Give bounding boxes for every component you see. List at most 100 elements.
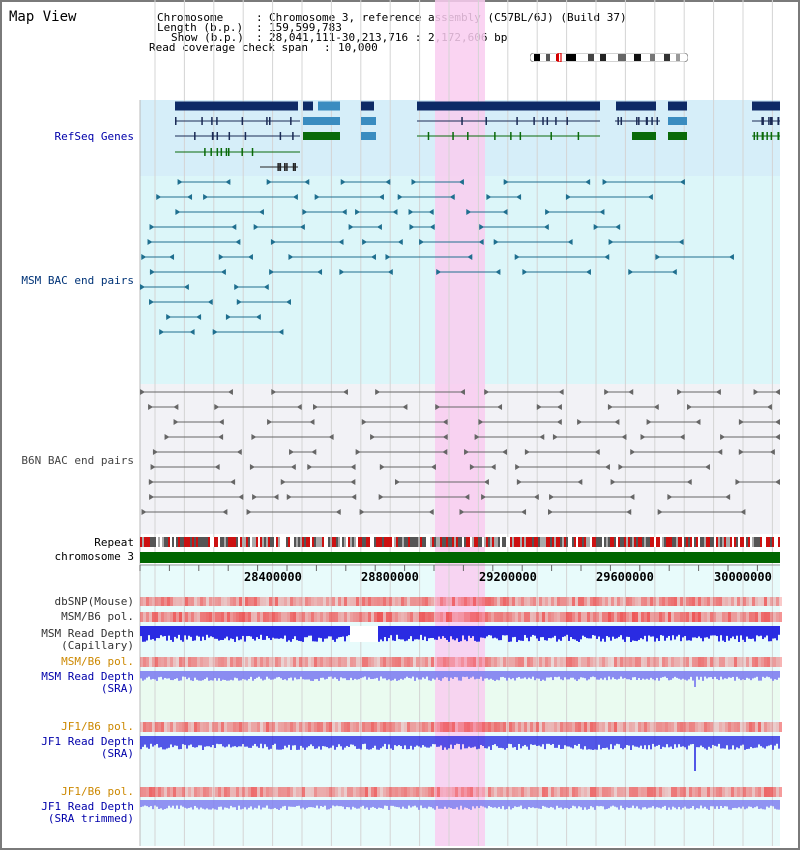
pol-heat-cell xyxy=(623,612,626,622)
read-depth-bar xyxy=(482,626,484,638)
msm-bac-pair-end xyxy=(411,179,417,185)
read-depth-bar xyxy=(630,626,632,642)
read-depth-bar xyxy=(166,800,168,809)
msm-bac-pair-end xyxy=(149,269,155,275)
pol-heat-cell xyxy=(644,722,647,732)
read-depth-bar xyxy=(250,626,252,637)
read-depth-bar xyxy=(418,736,420,747)
read-depth-bar xyxy=(474,800,476,809)
read-depth-bar xyxy=(216,736,218,744)
read-depth-bar xyxy=(256,626,258,638)
pol-heat-cell xyxy=(527,597,530,606)
repeat-mark xyxy=(688,537,690,547)
track-label-msm-depth-sra-1[interactable]: MSM Read Depth xyxy=(41,670,134,683)
repeat-mark xyxy=(160,537,162,547)
pol-heat-cell xyxy=(563,722,566,732)
b6n-bac-pair-end xyxy=(313,404,319,410)
read-depth-bar xyxy=(548,736,550,744)
read-depth-bar xyxy=(348,626,350,636)
pol-heat-cell xyxy=(761,612,764,622)
track-label-jf1-depth-sra-2[interactable]: (SRA) xyxy=(100,747,134,760)
track-label-jf1-b6-pol-1[interactable]: JF1/B6 pol. xyxy=(61,720,134,733)
pol-heat-cell xyxy=(140,597,143,606)
read-depth-bar xyxy=(308,800,310,808)
pol-heat-cell xyxy=(170,612,173,622)
exon-tick xyxy=(194,132,196,140)
repeat-mark xyxy=(564,537,566,547)
pol-heat-cell xyxy=(755,787,758,797)
track-label-msm-b6-pol-2[interactable]: MSM/B6 pol. xyxy=(61,655,134,668)
pol-heat-cell xyxy=(758,787,761,797)
track-label-msm-depth-cap-2[interactable]: (Capillary) xyxy=(61,639,134,652)
repeat-mark xyxy=(410,537,412,547)
read-depth-bar xyxy=(742,736,744,745)
pol-heat-cell xyxy=(446,787,449,797)
read-depth-bar xyxy=(582,626,584,636)
read-depth-bar xyxy=(300,736,302,746)
read-depth-bar xyxy=(380,671,382,677)
pol-heat-cell xyxy=(563,787,566,797)
pol-heat-cell xyxy=(398,657,401,667)
pol-heat-cell xyxy=(152,657,155,667)
pol-heat-cell xyxy=(392,787,395,797)
track-label-msm-depth-cap-1[interactable]: MSM Read Depth xyxy=(41,627,134,640)
read-depth-bar xyxy=(718,626,720,642)
read-depth-bar xyxy=(198,800,200,810)
read-depth-bar xyxy=(526,736,528,747)
read-depth-bar xyxy=(698,626,700,637)
read-depth-bar xyxy=(592,671,594,677)
track-label-b6n-bac[interactable]: B6N BAC end pairs xyxy=(21,454,134,467)
track-label-msm-bac[interactable]: MSM BAC end pairs xyxy=(21,274,134,287)
read-depth-bar xyxy=(590,671,592,678)
track-label-refseq[interactable]: RefSeq Genes xyxy=(54,130,134,143)
msm-bac-pair-end xyxy=(502,209,508,215)
repeat-mark xyxy=(554,537,556,547)
read-depth-bar xyxy=(168,736,170,748)
read-depth-bar xyxy=(548,800,550,809)
track-label-jf1-depth-sra-1[interactable]: JF1 Read Depth xyxy=(41,735,134,748)
track-label-jf1-depth-trim-2[interactable]: (SRA trimmed) xyxy=(47,812,134,825)
chromosome-ideogram[interactable] xyxy=(530,53,688,62)
pol-heat-cell xyxy=(530,787,533,797)
read-depth-bar xyxy=(352,671,354,681)
read-depth-bar xyxy=(776,626,778,641)
read-depth-bar xyxy=(512,800,514,809)
read-depth-bar xyxy=(620,671,622,677)
msm-bac-pair-end xyxy=(339,269,345,275)
read-depth-bar xyxy=(590,626,592,639)
pol-heat-cell xyxy=(392,597,395,606)
read-depth-bar xyxy=(274,671,276,679)
read-depth-bar xyxy=(752,736,754,749)
pol-heat-cell xyxy=(308,597,311,606)
pol-heat-cell xyxy=(539,722,542,732)
track-label-msm-depth-sra-2[interactable]: (SRA) xyxy=(100,682,134,695)
read-depth-bar xyxy=(620,626,622,636)
repeat-mark xyxy=(730,537,732,547)
read-depth-bar xyxy=(480,626,482,638)
repeat-mark xyxy=(186,537,188,547)
track-label-dbsnp[interactable]: dbSNP(Mouse) xyxy=(54,595,134,608)
pol-heat-cell xyxy=(470,612,473,622)
pol-heat-cell xyxy=(587,722,590,732)
pol-heat-cell xyxy=(587,612,590,622)
pol-heat-cell xyxy=(701,597,704,606)
repeat-mark xyxy=(324,537,326,547)
pol-heat-cell xyxy=(524,722,527,732)
read-depth-bar xyxy=(212,800,214,809)
read-depth-bar xyxy=(398,626,400,640)
read-depth-bar xyxy=(396,671,398,681)
track-label-repeat[interactable]: Repeat xyxy=(94,536,134,549)
pol-heat-cell xyxy=(419,787,422,797)
exon-tick xyxy=(762,117,764,125)
read-depth-bar xyxy=(622,671,624,679)
track-label-msm-b6-pol-1[interactable]: MSM/B6 pol. xyxy=(61,610,134,623)
repeat-mark xyxy=(556,537,558,547)
pol-heat-cell xyxy=(380,787,383,797)
read-depth-bar xyxy=(672,800,674,807)
read-depth-bar xyxy=(382,626,384,642)
track-label-jf1-b6-pol-2[interactable]: JF1/B6 pol. xyxy=(61,785,134,798)
repeat-mark xyxy=(570,537,572,547)
track-label-jf1-depth-trim-1[interactable]: JF1 Read Depth xyxy=(41,800,134,813)
track-label-chromosome[interactable]: chromosome 3 xyxy=(54,550,134,563)
